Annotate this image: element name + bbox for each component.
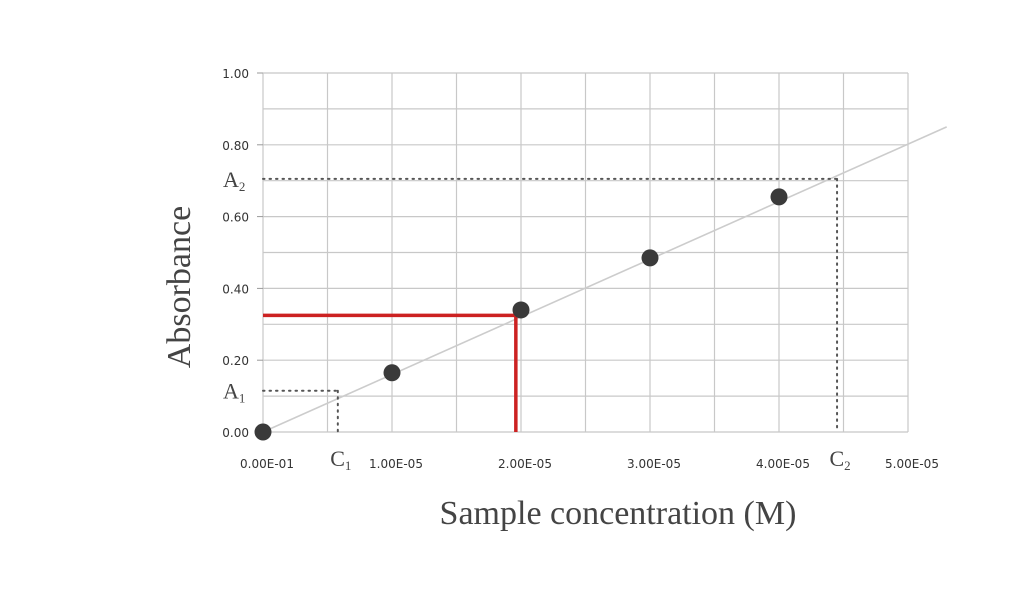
reference-labels: C1 A1 C2 A2	[223, 167, 851, 473]
y-tick-label: 0.40	[222, 282, 249, 296]
ref-x-label-low: C1	[330, 446, 351, 473]
y-tick-labels: 0.00 0.20 0.40 0.60 0.80 1.00	[222, 67, 249, 440]
reference-lines	[262, 177, 839, 433]
y-tick-label: 0.80	[222, 139, 249, 153]
x-tick-label: 1.00E-05	[369, 457, 423, 471]
x-tick-label: 5.00E-05	[885, 457, 939, 471]
fit-line-group	[262, 126, 948, 433]
data-points	[254, 188, 788, 441]
data-point	[254, 423, 272, 441]
y-tick-label: 0.20	[222, 354, 249, 368]
data-point	[641, 249, 659, 267]
x-tick-label: 2.00E-05	[498, 457, 552, 471]
x-tick-labels: 0.00E-01 1.00E-05 2.00E-05 3.00E-05 4.00E-05…	[240, 457, 939, 471]
y-axis-title: Absorbance	[161, 206, 198, 368]
data-point	[512, 301, 530, 319]
ref-y-label-high: A2	[223, 167, 245, 194]
x-tick-label: 4.00E-05	[756, 457, 810, 471]
fit-line	[262, 126, 948, 433]
x-tick-label: 3.00E-05	[627, 457, 681, 471]
x-axis-title: Sample concentration (M)	[440, 495, 797, 532]
grid	[257, 72, 909, 433]
data-point	[770, 188, 788, 206]
x-tick-label: 0.00E-01	[240, 457, 294, 471]
y-tick-label: 0.60	[222, 211, 249, 225]
ref-y-label-low: A1	[223, 379, 245, 406]
y-tick-label: 1.00	[222, 67, 249, 81]
y-tick-label: 0.00	[222, 426, 249, 440]
data-point	[383, 364, 401, 382]
ref-x-label-high: C2	[829, 446, 850, 473]
